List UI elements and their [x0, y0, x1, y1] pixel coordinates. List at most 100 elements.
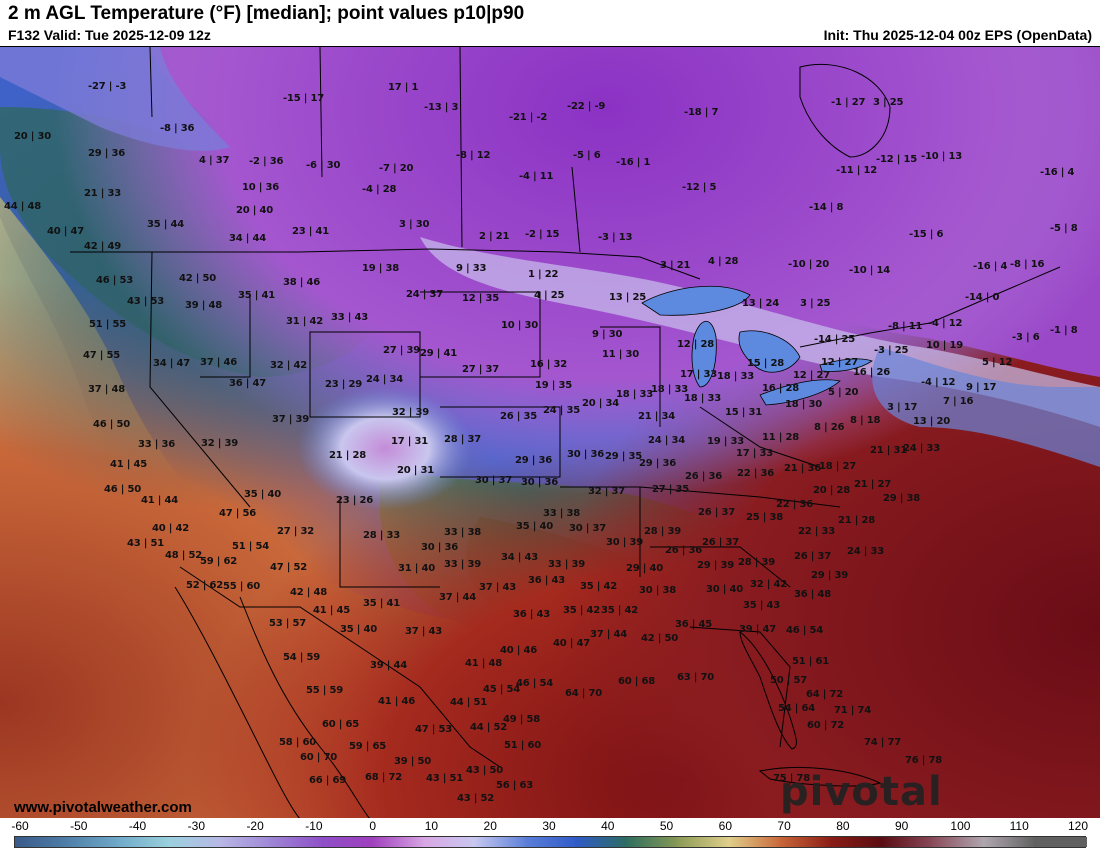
- point-value: 36 | 43: [513, 609, 551, 620]
- point-value: 26 | 37: [794, 551, 832, 562]
- point-value: -21 | -2: [509, 112, 548, 123]
- point-value: 10 | 36: [242, 182, 280, 193]
- point-value: 35 | 40: [516, 521, 554, 532]
- point-value: 5 | 12: [982, 357, 1013, 368]
- point-value: -1 | 27: [831, 97, 866, 108]
- point-value: 16 | 26: [853, 367, 891, 378]
- point-value: -10 | 14: [849, 265, 890, 276]
- point-value: 30 | 38: [639, 585, 677, 596]
- point-value: -14 | 8: [809, 202, 844, 213]
- point-value: -1 | 8: [1050, 325, 1078, 336]
- point-value: 19 | 38: [362, 263, 400, 274]
- point-value: 17 | 33: [736, 448, 774, 459]
- point-value: 27 | 37: [462, 364, 500, 375]
- point-value: 47 | 56: [219, 508, 257, 519]
- point-value: 30 | 39: [606, 537, 644, 548]
- point-value: 64 | 70: [565, 688, 603, 699]
- point-value: 46 | 53: [96, 275, 134, 286]
- temperature-map[interactable]: -27 | -3 17 | 1 -15 | 17 -13 | 3 -22 | -9 -18…: [0, 46, 1100, 819]
- point-value: 43 | 52: [457, 793, 495, 804]
- point-value: 22 | 33: [798, 526, 836, 537]
- init-time: Init: Thu 2025-12-04 00z EPS (OpenData): [823, 27, 1092, 43]
- point-value: 60 | 72: [807, 720, 845, 731]
- point-value: -14 | 0: [965, 292, 1000, 303]
- point-value: -13 | 3: [424, 102, 459, 113]
- point-value: 64 | 72: [806, 689, 844, 700]
- point-value: 9 | 33: [456, 263, 487, 274]
- point-value: 39 | 48: [185, 300, 223, 311]
- point-value: -4 | 11: [519, 171, 554, 182]
- point-value: 37 | 46: [200, 357, 238, 368]
- colorbar-segment: [320, 837, 374, 847]
- point-value: 28 | 37: [444, 434, 482, 445]
- colorbar-tick: -30: [187, 819, 205, 833]
- point-value: 13 | 24: [742, 298, 780, 309]
- point-value: 24 | 35: [543, 405, 581, 416]
- colorbar-segment: [779, 837, 833, 847]
- point-value: 1 | 22: [528, 269, 559, 280]
- point-value: 38 | 46: [283, 277, 321, 288]
- point-value: 20 | 31: [397, 465, 435, 476]
- colorbar-tick: 70: [777, 819, 791, 833]
- colorbar-segment: [15, 837, 69, 847]
- point-value: 34 | 43: [501, 552, 539, 563]
- colorbar-tick: 110: [1009, 819, 1029, 833]
- colorbar-segment: [575, 837, 629, 847]
- point-value: 25 | 38: [746, 512, 784, 523]
- point-value: 23 | 29: [325, 379, 363, 390]
- point-value: 44 | 52: [470, 722, 508, 733]
- point-value: 37 | 39: [272, 414, 310, 425]
- point-value: 27 | 32: [277, 526, 315, 537]
- colorbar-tick: 30: [542, 819, 556, 833]
- point-value: 52 | 62: [186, 580, 224, 591]
- colorbar-tick: -20: [246, 819, 264, 833]
- colorbar-tick: 120: [1067, 819, 1089, 833]
- point-value: 30 | 37: [475, 475, 513, 486]
- colorbar-segment: [269, 837, 323, 847]
- point-value: 9 | 30: [592, 329, 623, 340]
- colorbar-segment: [983, 837, 1037, 847]
- point-value: 51 | 55: [89, 319, 127, 330]
- point-value: -5 | 8: [1050, 223, 1078, 234]
- point-value: 21 | 27: [854, 479, 892, 490]
- point-value: 13 | 25: [609, 292, 647, 303]
- point-value: -3 | 13: [598, 232, 633, 243]
- point-value: 10 | 30: [501, 320, 539, 331]
- point-value: 35 | 42: [563, 605, 601, 616]
- colorbar-tick: -40: [128, 819, 147, 833]
- point-value: 26 | 35: [500, 411, 538, 422]
- point-value: 22 | 36: [737, 468, 775, 479]
- colorbar-tick: 0: [369, 819, 376, 833]
- point-value: 71 | 74: [834, 705, 872, 716]
- point-value: 43 | 51: [127, 538, 165, 549]
- point-value: 43 | 53: [127, 296, 165, 307]
- website-url[interactable]: www.pivotalweather.com: [14, 799, 192, 816]
- point-value: 29 | 36: [515, 455, 553, 466]
- point-value: 46 | 54: [786, 625, 824, 636]
- point-value: 30 | 36: [521, 477, 559, 488]
- colorbar-segment: [830, 837, 884, 847]
- point-value: 47 | 53: [415, 724, 453, 735]
- colorbar-segment: [65, 837, 120, 847]
- point-value: 48 | 52: [165, 550, 203, 561]
- point-value: 42 | 50: [179, 273, 217, 284]
- point-value: 21 | 36: [784, 463, 822, 474]
- temperature-field: [0, 47, 1100, 819]
- point-value: 29 | 35: [605, 451, 643, 462]
- point-value: 24 | 34: [366, 374, 404, 385]
- point-value: 44 | 48: [4, 201, 42, 212]
- point-value: 37 | 43: [405, 626, 443, 637]
- point-value: -3 | 25: [874, 345, 909, 356]
- point-value: 3 | 17: [887, 402, 918, 413]
- point-value: 34 | 47: [153, 358, 191, 369]
- colorbar-tick: -60: [11, 819, 29, 833]
- point-value: 46 | 54: [516, 678, 554, 689]
- colorbar-segment: [677, 837, 731, 847]
- colorbar-labels: -60 -50 -40 -30 -20 -10 0 10 20 30 40 50 60 70 80 90 100…: [0, 819, 1100, 834]
- point-value: 55 | 60: [223, 581, 261, 592]
- point-value: 4 | 28: [708, 256, 739, 267]
- point-value: 54 | 59: [283, 652, 321, 663]
- colorbar-tick: 50: [659, 819, 674, 833]
- point-value: 20 | 40: [236, 205, 274, 216]
- colorbar-segment: [524, 837, 578, 847]
